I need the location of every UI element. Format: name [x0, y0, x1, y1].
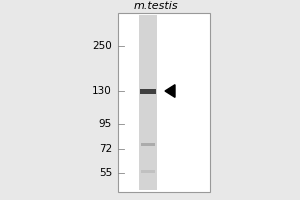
- Bar: [141, 170, 155, 173]
- Bar: [139, 15, 157, 190]
- Text: 95: 95: [99, 119, 112, 129]
- Bar: [118, 13, 210, 192]
- Bar: [140, 89, 156, 94]
- Polygon shape: [165, 85, 175, 97]
- Text: 250: 250: [92, 41, 112, 51]
- Text: m.testis: m.testis: [134, 1, 178, 11]
- Text: 130: 130: [92, 86, 112, 96]
- Text: 55: 55: [99, 168, 112, 178]
- Bar: [141, 143, 155, 146]
- Text: 72: 72: [99, 144, 112, 154]
